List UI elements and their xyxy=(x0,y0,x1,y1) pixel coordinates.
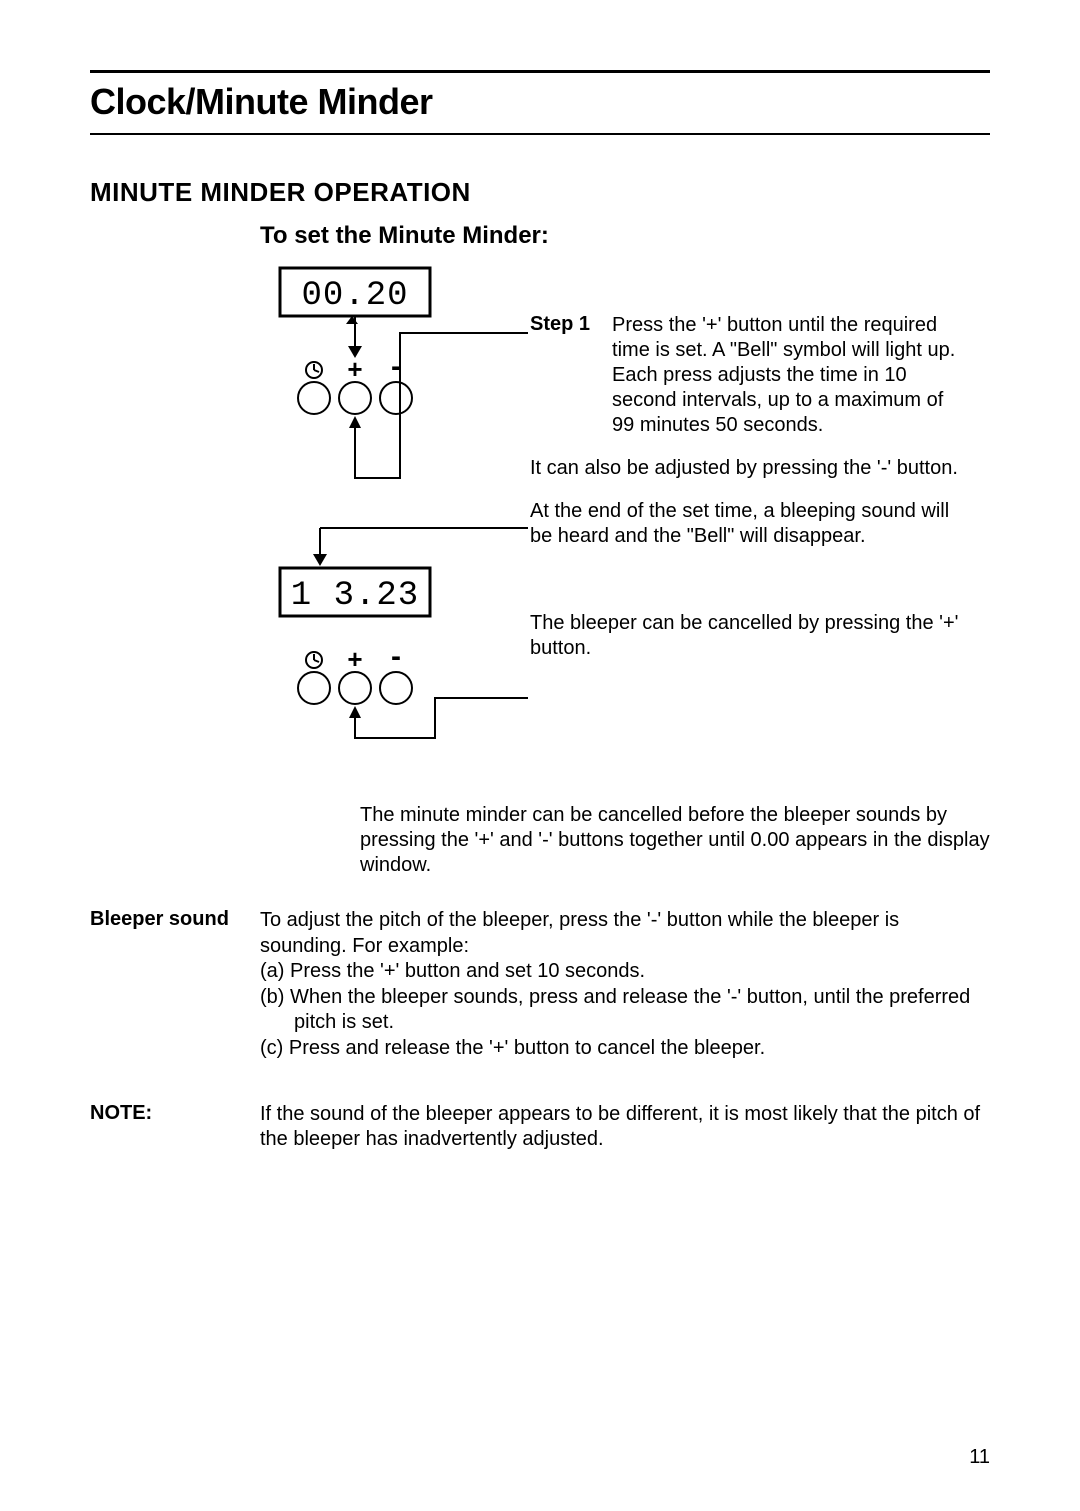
button-circle xyxy=(380,382,412,414)
bleeper-item-c: (c) Press and release the '+' button to … xyxy=(294,1036,990,1062)
button-circle xyxy=(298,382,330,414)
step1-para-d: The bleeper can be cancelled by pressing… xyxy=(530,611,970,661)
arrow-up-icon xyxy=(349,416,361,428)
arrow-up-icon xyxy=(349,706,361,718)
clock-icon xyxy=(306,362,322,378)
step1-para-a: Press the '+' button until the required … xyxy=(612,313,970,438)
button-row-2: + - xyxy=(298,640,412,704)
note-heading: NOTE: xyxy=(90,1102,260,1153)
rule-under-title xyxy=(90,133,990,135)
bleeper-heading: Bleeper sound xyxy=(90,908,260,1062)
bleeper-item-a: (a) Press the '+' button and set 10 seco… xyxy=(294,959,990,985)
subheading: To set the Minute Minder: xyxy=(260,222,990,250)
section-heading: MINUTE MINDER OPERATION xyxy=(90,177,990,208)
button-row-1: + - xyxy=(298,350,412,414)
diagram-area: 00.20 + - xyxy=(260,258,990,823)
rule-top xyxy=(90,70,990,73)
clock-icon xyxy=(306,652,322,668)
plus-icon: + xyxy=(347,644,362,674)
button-circle xyxy=(339,382,371,414)
button-circle xyxy=(380,672,412,704)
button-circle xyxy=(298,672,330,704)
display-value-1: 00.20 xyxy=(301,277,408,315)
display-value-2: 1 3.23 xyxy=(291,577,419,615)
step-label: Step 1 xyxy=(530,313,590,438)
page-number: 11 xyxy=(969,1446,990,1469)
button-circle xyxy=(339,672,371,704)
step1-para-b: It can also be adjusted by pressing the … xyxy=(530,456,970,481)
plus-icon: + xyxy=(347,354,362,384)
arrow-down-icon xyxy=(313,554,327,566)
bleeper-intro: To adjust the pitch of the bleeper, pres… xyxy=(260,908,990,959)
page-title: Clock/Minute Minder xyxy=(90,81,990,123)
step1-para-c: At the end of the set time, a bleeping s… xyxy=(530,499,970,549)
cancel-note: The minute minder can be cancelled befor… xyxy=(360,803,990,878)
bleeper-item-b: (b) When the bleeper sounds, press and r… xyxy=(294,985,990,1036)
note-text: If the sound of the bleeper appears to b… xyxy=(260,1102,990,1153)
minus-icon: - xyxy=(391,640,401,673)
